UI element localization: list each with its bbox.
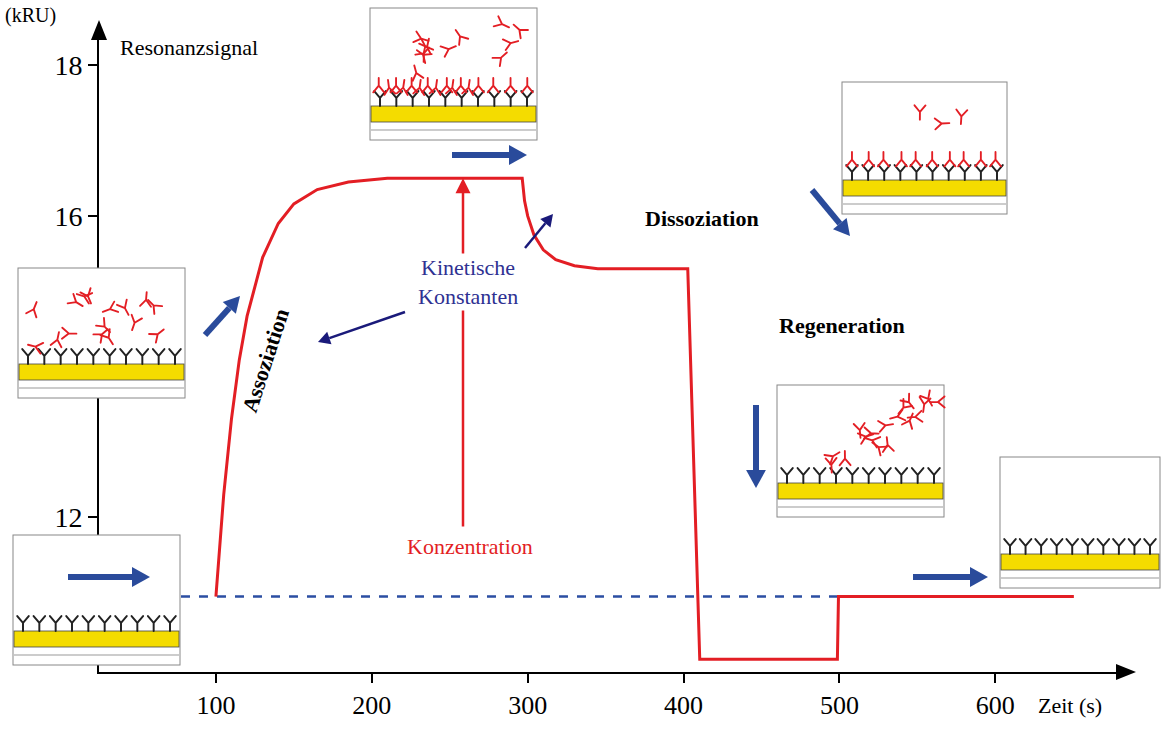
- svg-text:400: 400: [664, 691, 703, 720]
- svg-text:Zeit (s): Zeit (s): [1038, 693, 1102, 718]
- svg-text:500: 500: [820, 691, 859, 720]
- svg-text:(kRU): (kRU): [5, 4, 56, 27]
- svg-text:Assoziation: Assoziation: [237, 305, 294, 415]
- svg-text:Dissoziation: Dissoziation: [645, 206, 759, 231]
- svg-text:KinetischeKonstanten: KinetischeKonstanten: [418, 255, 518, 309]
- svg-text:600: 600: [976, 691, 1015, 720]
- svg-text:12: 12: [54, 502, 82, 533]
- svg-text:Resonanzsignal: Resonanzsignal: [120, 35, 258, 60]
- svg-text:Regeneration: Regeneration: [779, 313, 905, 338]
- svg-text:100: 100: [196, 691, 235, 720]
- svg-text:200: 200: [352, 691, 391, 720]
- svg-text:300: 300: [508, 691, 547, 720]
- svg-text:Konzentration: Konzentration: [407, 534, 533, 559]
- svg-text:18: 18: [54, 50, 82, 81]
- svg-text:16: 16: [54, 201, 82, 232]
